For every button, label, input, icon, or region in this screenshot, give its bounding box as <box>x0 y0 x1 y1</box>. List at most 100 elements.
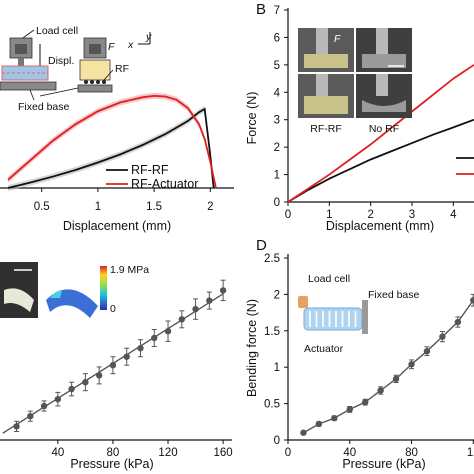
photo-no-rf-bottom-clamp <box>376 74 388 96</box>
data-point <box>109 362 117 369</box>
x-tick-label: 1.5 <box>146 201 162 213</box>
force-label-right: F <box>108 41 115 53</box>
panel-b-y-axis-label: Force (N) <box>245 92 259 145</box>
legend-label-rf-rf: RF-RF <box>131 163 169 177</box>
data-point <box>151 334 158 342</box>
actuator-ribs <box>309 311 357 327</box>
x-tick-label: 160 <box>214 447 233 459</box>
panel-a: 0.5 1 1.5 2 Displacement (mm) RF-RF RF-Actu… <box>0 25 234 233</box>
rf-actuator-line <box>7 94 217 189</box>
fem-stress-highlight <box>50 290 62 298</box>
x-tick-label: 0 <box>285 209 291 221</box>
y-tick-label: 5 <box>274 60 280 72</box>
data-point <box>192 305 199 313</box>
panel-d-y-axis-label: Bending force (N) <box>245 299 259 397</box>
panel-c: 40 80 120 160 Pressure (kPa) 1.9 MPa <box>0 262 233 471</box>
x-tick-label: 2 <box>367 209 373 221</box>
panel-a-x-tick-labels: 0.5 1 1.5 2 <box>34 201 214 213</box>
fixed-base-right <box>77 84 113 93</box>
rf-dot <box>90 80 94 84</box>
photo-label-rf-rf: RF-RF <box>310 123 342 135</box>
load-cell-tip <box>298 296 308 308</box>
data-point <box>377 387 384 394</box>
y-tick-label: 1.5 <box>264 326 280 338</box>
y-tick-label: 2.5 <box>264 253 280 265</box>
data-point <box>300 429 307 436</box>
photo-no-rf-bottom-sample <box>362 100 406 112</box>
colorbar <box>100 266 107 310</box>
y-tick-label: 0 <box>274 435 280 447</box>
panel-d-x-axis-label: Pressure (kPa) <box>342 457 425 471</box>
photo-rf-rf-top-sample <box>304 54 348 68</box>
load-cell-stem-left <box>18 58 24 66</box>
panel-c-tick-labels: 40 80 120 160 <box>51 447 232 459</box>
panel-a-inset-schematic: Load cell Displ. Fixed base F RF <box>0 25 152 113</box>
colorbar-max-label: 1.9 MPa <box>110 264 149 276</box>
load-cell-inner-right <box>89 44 101 54</box>
y-tick-label: 3 <box>274 115 280 127</box>
photo-rf-rf-bottom-sample <box>304 96 348 114</box>
data-point <box>439 333 446 340</box>
x-tick-label: 4 <box>450 209 457 221</box>
data-point <box>408 361 415 368</box>
panel-a-legend: RF-RF RF-Actuator <box>106 163 198 191</box>
data-point <box>164 328 172 335</box>
panel-c-data-points <box>13 279 227 432</box>
rf-actuator-error-band <box>8 92 216 191</box>
y-tick-label: 4 <box>274 87 281 99</box>
data-point <box>40 402 48 410</box>
rf-dot <box>84 80 88 84</box>
x-tick-label: 80 <box>405 447 418 459</box>
panel-d-tick-labels: 040801200.511.522.5 <box>264 253 474 459</box>
x-tick-label: 12 <box>467 447 474 459</box>
inset-label-fixed-base: Fixed base <box>18 101 70 113</box>
rf-leader <box>103 69 114 81</box>
panel-d-inset: Load cell Fixed base Actuator <box>298 273 420 355</box>
data-point <box>137 345 144 352</box>
y-tick-label: 1 <box>274 362 280 374</box>
x-tick-label: 0 <box>285 447 291 459</box>
inset-label-rf: RF <box>115 63 129 75</box>
y-tick-label: 2 <box>274 142 280 154</box>
axis-label-x: x <box>127 39 134 51</box>
y-tick-label: 0 <box>274 197 280 209</box>
panel-label-d: D <box>256 237 267 254</box>
photo-no-rf-top-clamp <box>376 28 388 54</box>
panel-d-data-points <box>300 293 474 436</box>
y-tick-label: 7 <box>274 5 280 17</box>
panel-b-photo-inset: F RF-RF No RF <box>298 28 412 135</box>
photo-label-no-rf: No RF <box>369 123 399 135</box>
x-tick-label: 0.5 <box>34 201 50 213</box>
inset-label-load-cell-d: Load cell <box>308 273 350 285</box>
panel-a-x-ticks <box>41 188 211 192</box>
data-point <box>95 372 103 379</box>
inset-label-fixed-base-d: Fixed base <box>368 289 420 301</box>
inset-label-load-cell: Load cell <box>36 25 78 37</box>
panel-d: D 040801200.511.522.5 Bending force (N) … <box>245 237 474 471</box>
data-point <box>219 287 227 294</box>
data-point <box>315 420 323 428</box>
rf-rf-line <box>7 107 215 189</box>
actuator-photo-shape <box>4 288 34 312</box>
fixed-base-left <box>0 81 57 91</box>
panel-b-tick-labels: 0 1 2 3 4 0 1 2 3 4 5 6 7 <box>274 5 458 221</box>
data-point <box>68 385 75 393</box>
x-tick-label: 3 <box>409 209 415 221</box>
colorbar-min-label: 0 <box>110 303 116 315</box>
y-tick-label: 1 <box>274 170 280 182</box>
load-cell-inner-left <box>15 44 27 54</box>
panel-c-inset: 1.9 MPa 0 <box>0 262 149 318</box>
panel-d-ticks <box>284 257 474 444</box>
x-tick-label: 120 <box>158 447 177 459</box>
panel-c-x-axis-label: Pressure (kPa) <box>70 457 153 471</box>
data-point <box>392 375 400 383</box>
y-tick-label: 0.5 <box>264 399 280 411</box>
data-point <box>331 414 338 422</box>
data-point <box>123 353 130 360</box>
data-point <box>54 396 62 403</box>
photo-force-label: F <box>334 33 341 45</box>
panel-c-ticks <box>57 440 224 444</box>
data-point <box>423 347 431 355</box>
fem-actuator-shape <box>46 289 98 318</box>
